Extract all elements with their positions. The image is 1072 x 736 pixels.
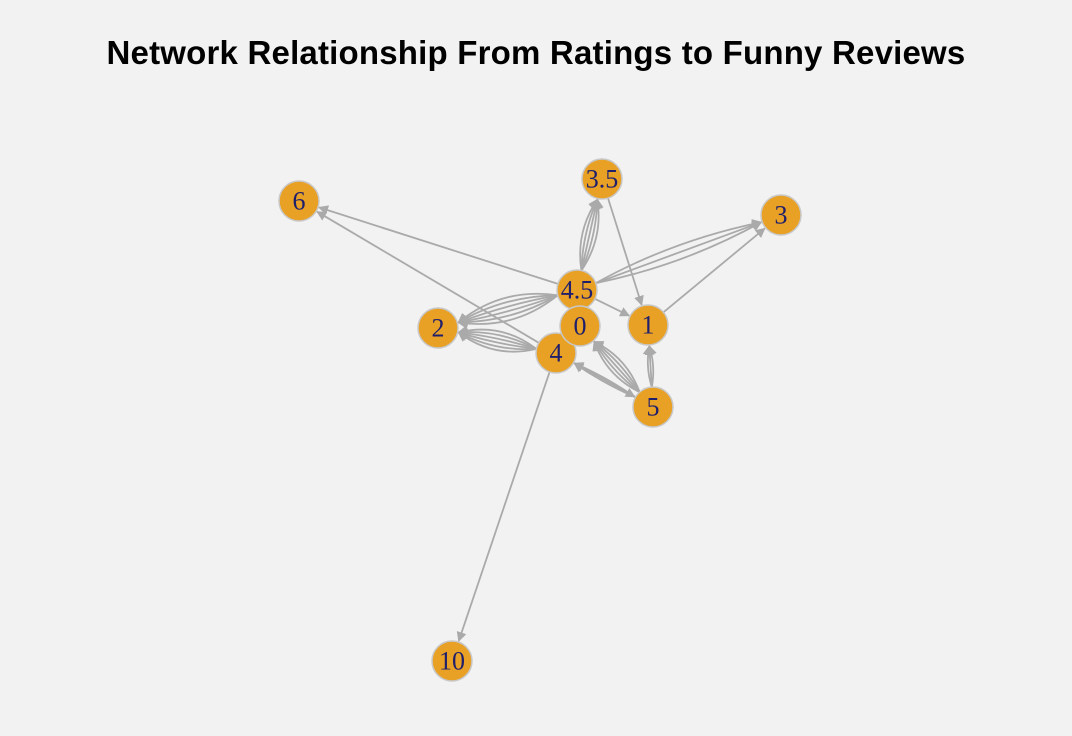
node-circle <box>278 180 320 222</box>
edge-4-to-5 <box>573 361 636 398</box>
node-10: 10 <box>431 640 473 682</box>
node-circle <box>632 386 674 428</box>
edge-4-to-6 <box>316 210 540 344</box>
edge-3.5-to-1 <box>607 197 644 306</box>
node-circle <box>431 640 473 682</box>
node-label: 2 <box>432 314 445 343</box>
node-label: 4 <box>550 339 563 368</box>
edge-4.5-to-6 <box>318 205 559 285</box>
node-label: 3 <box>775 201 788 230</box>
edge-4.5-to-3.5 <box>580 198 601 271</box>
edges-layer <box>316 197 766 643</box>
edge-4-to-10 <box>456 371 551 643</box>
edge-1-to-3 <box>662 227 766 313</box>
node-label: 4.5 <box>561 276 594 305</box>
edge-5-to-0 <box>593 340 641 393</box>
edge-4.5-to-3.5 <box>580 198 604 272</box>
chart-title: Network Relationship From Ratings to Fun… <box>106 34 966 71</box>
node-circle <box>581 158 623 200</box>
node-label: 10 <box>439 647 465 676</box>
edge-4-to-2 <box>457 325 537 350</box>
node-3.5: 3.5 <box>581 158 623 200</box>
node-circle <box>760 194 802 236</box>
node-circle <box>417 307 459 349</box>
edge-4.5-to-3 <box>595 219 763 284</box>
edge-4.5-to-2 <box>457 294 559 326</box>
node-0: 0 <box>559 305 601 347</box>
edge-4.5-to-3 <box>595 220 763 284</box>
node-circle <box>559 305 601 347</box>
node-6: 6 <box>278 180 320 222</box>
node-3: 3 <box>760 194 802 236</box>
node-4: 4 <box>535 332 577 374</box>
node-4.5: 4.5 <box>556 269 598 311</box>
node-2: 2 <box>417 307 459 349</box>
nodes-layer: 6 3.5 3 2 5 10 4 1 4.5 0 <box>278 158 802 682</box>
edge-4.5-to-2 <box>457 294 558 324</box>
edge-4.5-to-3 <box>595 221 763 284</box>
node-5: 5 <box>632 386 674 428</box>
node-label: 1 <box>642 311 655 340</box>
node-label: 3.5 <box>586 165 619 194</box>
node-label: 6 <box>293 187 306 216</box>
node-1: 1 <box>627 304 669 346</box>
node-label: 5 <box>647 393 660 422</box>
node-label: 0 <box>574 312 587 341</box>
node-circle <box>627 304 669 346</box>
edge-4.5-to-2 <box>457 294 558 325</box>
edge-4.5-to-2 <box>457 292 558 324</box>
edge-5-to-1 <box>647 345 657 388</box>
edge-4.5-to-2 <box>457 294 559 329</box>
edge-4.5-to-1 <box>594 297 631 317</box>
edge-4.5-to-2 <box>457 294 559 328</box>
node-circle <box>535 332 577 374</box>
